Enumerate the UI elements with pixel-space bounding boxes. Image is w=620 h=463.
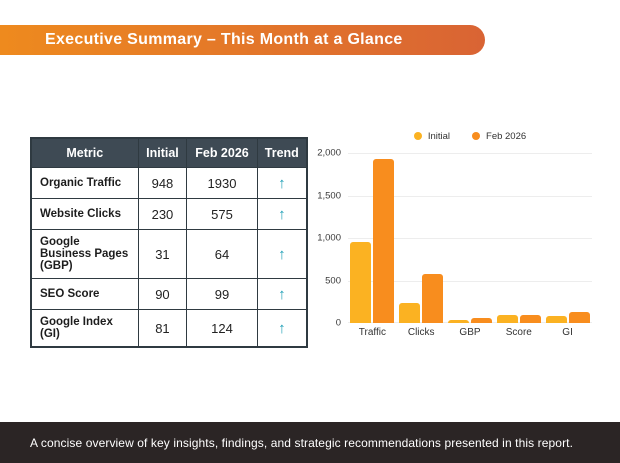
page-title: Executive Summary – This Month at a Glan… bbox=[45, 31, 403, 48]
cell-feb-2026: 99 bbox=[186, 278, 258, 310]
legend-label: Feb 2026 bbox=[486, 130, 527, 142]
cell-metric: Website Clicks bbox=[30, 198, 139, 230]
gridline bbox=[348, 238, 592, 239]
footer-text: A concise overview of key insights, find… bbox=[30, 435, 574, 450]
metrics-table-header: Metric Initial Feb 2026 Trend bbox=[30, 137, 308, 168]
column-header-initial: Initial bbox=[137, 137, 188, 168]
table-row-organic-traffic: Organic Traffic 948 1930 ↑ bbox=[30, 167, 308, 199]
cell-feb-2026: 575 bbox=[186, 198, 258, 230]
cell-metric: Organic Traffic bbox=[30, 167, 139, 199]
bar-initial-clicks bbox=[399, 303, 421, 323]
x-axis-label-gi: GI bbox=[562, 327, 573, 338]
cell-initial: 948 bbox=[137, 167, 188, 199]
cell-metric: Google Business Pages (GBP) bbox=[30, 229, 139, 279]
trend-up-icon: ↑ bbox=[278, 174, 286, 192]
column-header-feb-2026: Feb 2026 bbox=[186, 137, 258, 168]
bar-feb-2026-clicks bbox=[422, 274, 444, 323]
cell-feb-2026: 1930 bbox=[186, 167, 258, 199]
trend-up-icon: ↑ bbox=[278, 319, 286, 337]
bar-group-score bbox=[494, 153, 543, 323]
table-row-seo-score: SEO Score 90 99 ↑ bbox=[30, 278, 308, 310]
cell-initial: 90 bbox=[137, 278, 188, 310]
trend-up-icon: ↑ bbox=[278, 245, 286, 263]
bar-feb-2026-gi bbox=[568, 312, 590, 323]
gridline bbox=[348, 153, 592, 154]
bar-group-clicks bbox=[397, 153, 446, 323]
x-axis-label-gbp: GBP bbox=[459, 327, 481, 338]
bar-group-traffic bbox=[348, 153, 397, 323]
cell-initial: 81 bbox=[137, 309, 188, 348]
cell-feb-2026: 64 bbox=[186, 229, 258, 279]
bar-initial-traffic bbox=[350, 242, 372, 323]
trend-up-icon: ↑ bbox=[278, 285, 286, 303]
chart-legend: Initial Feb 2026 bbox=[348, 130, 592, 142]
table-row-google-index-gi: Google Index (GI) 81 124 ↑ bbox=[30, 309, 308, 348]
bar-feb-2026-gbp bbox=[470, 317, 492, 323]
x-axis-label-clicks: Clicks bbox=[407, 327, 435, 338]
bar-chart: Initial Feb 2026 0 500 1,000 1,500 2,000 Traf… bbox=[315, 130, 592, 338]
bar-initial-score bbox=[496, 315, 518, 323]
gridline bbox=[348, 280, 592, 282]
cell-metric: SEO Score bbox=[30, 278, 139, 310]
bar-initial-gi bbox=[545, 316, 567, 323]
bar-feb-2026-traffic bbox=[373, 158, 395, 323]
cell-trend: ↑ bbox=[256, 167, 308, 199]
y-axis-tick-label: 500 bbox=[325, 275, 341, 286]
cell-metric: Google Index (GI) bbox=[30, 309, 139, 348]
bar-initial-gbp bbox=[447, 320, 469, 323]
trend-up-icon: ↑ bbox=[278, 205, 286, 223]
cell-trend: ↑ bbox=[256, 278, 308, 310]
y-axis-tick-label: 2,000 bbox=[317, 147, 341, 159]
y-axis-tick-label: 1,000 bbox=[317, 232, 341, 244]
x-axis-label-score: Score bbox=[505, 327, 532, 338]
x-axis-label-traffic: Traffic bbox=[358, 327, 387, 338]
chart-x-axis-labels: Traffic Clicks GBP Score GI bbox=[348, 327, 592, 338]
gridline bbox=[348, 195, 592, 197]
chart-plot-area: 0 500 1,000 1,500 2,000 bbox=[317, 148, 592, 329]
table-header-row: Metric Initial Feb 2026 Trend bbox=[30, 137, 308, 168]
cell-initial: 31 bbox=[137, 229, 188, 279]
legend-item-feb-2026: Feb 2026 bbox=[472, 131, 526, 142]
legend-dot bbox=[472, 132, 481, 140]
page-title-banner: Executive Summary – This Month at a Glan… bbox=[0, 25, 485, 55]
cell-trend: ↑ bbox=[256, 198, 308, 230]
cell-initial: 230 bbox=[137, 198, 188, 230]
table-row-website-clicks: Website Clicks 230 575 ↑ bbox=[30, 198, 308, 230]
column-header-trend: Trend bbox=[256, 137, 308, 168]
gridline bbox=[348, 322, 592, 323]
bar-groups bbox=[348, 153, 592, 323]
bar-feb-2026-score bbox=[519, 314, 541, 323]
y-axis-tick-label: 0 bbox=[335, 317, 341, 329]
column-header-metric: Metric bbox=[30, 137, 139, 168]
legend-item-initial: Initial bbox=[413, 130, 451, 142]
y-axis-tick-label: 1,500 bbox=[317, 190, 341, 201]
table-row-google-business-pages-gbp: Google Business Pages (GBP) 31 64 ↑ bbox=[30, 229, 308, 279]
cell-feb-2026: 124 bbox=[186, 309, 258, 348]
footer-bar: A concise overview of key insights, find… bbox=[0, 422, 620, 463]
metrics-table: Metric Initial Feb 2026 Trend Organic Traff… bbox=[30, 137, 308, 348]
bar-group-gbp bbox=[446, 153, 495, 323]
legend-dot bbox=[413, 132, 422, 140]
cell-trend: ↑ bbox=[256, 309, 308, 348]
legend-label: Initial bbox=[427, 130, 451, 142]
bar-group-gi bbox=[543, 153, 592, 323]
cell-trend: ↑ bbox=[256, 229, 308, 279]
